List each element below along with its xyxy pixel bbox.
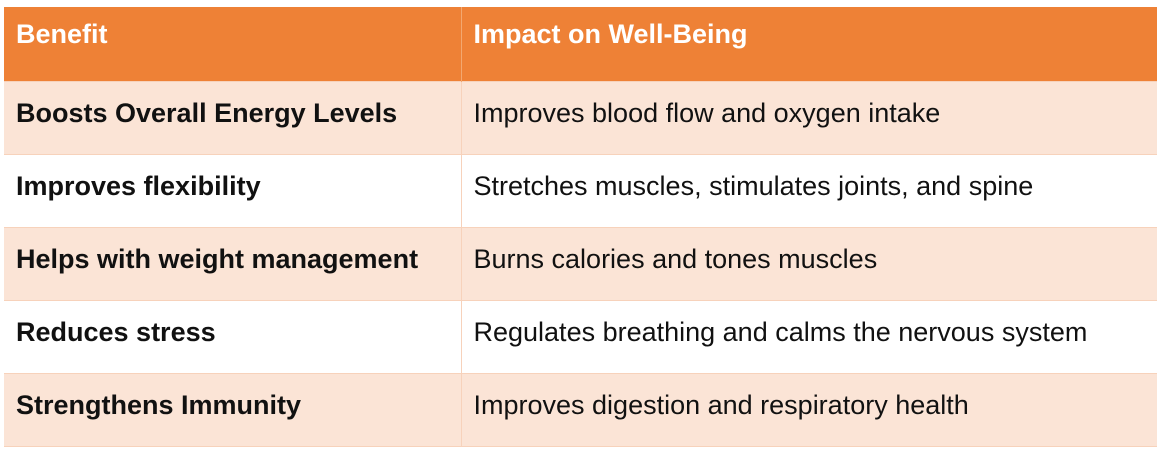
benefits-table: Benefit Impact on Well-Being Boosts Over… (4, 7, 1157, 447)
table-row: Improves flexibility Stretches muscles, … (4, 153, 1157, 227)
impact-cell: Improves digestion and respiratory healt… (461, 372, 1157, 447)
table-header: Benefit Impact on Well-Being (4, 7, 1157, 81)
benefit-cell: Boosts Overall Energy Levels (4, 80, 462, 154)
header-row: Benefit Impact on Well-Being (4, 7, 1157, 81)
impact-cell: Improves blood flow and oxygen intake (461, 80, 1157, 154)
table-row: Reduces stress Regulates breathing and c… (4, 299, 1157, 373)
table-body: Boosts Overall Energy Levels Improves bl… (4, 80, 1157, 447)
table-row: Helps with weight management Burns calor… (4, 226, 1157, 300)
header-benefit: Benefit (4, 7, 462, 81)
impact-cell: Regulates breathing and calms the nervou… (461, 299, 1157, 373)
benefit-cell: Strengthens Immunity (4, 372, 462, 447)
header-impact: Impact on Well-Being (473, 19, 748, 49)
table-row: Strengthens Immunity Improves digestion … (4, 372, 1157, 447)
table-row: Boosts Overall Energy Levels Improves bl… (4, 80, 1157, 154)
benefit-cell: Reduces stress (4, 299, 462, 373)
impact-cell: Burns calories and tones muscles (461, 226, 1157, 300)
impact-cell: Stretches muscles, stimulates joints, an… (461, 153, 1157, 227)
benefit-cell: Helps with weight management (4, 226, 462, 300)
benefit-cell: Improves flexibility (4, 153, 462, 227)
benefits-table-container: Benefit Impact on Well-Being Boosts Over… (4, 7, 1157, 447)
